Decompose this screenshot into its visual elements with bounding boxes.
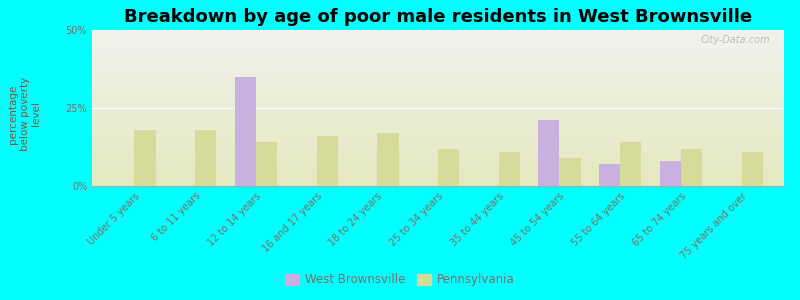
Bar [538,121,559,186]
Bar [438,148,459,186]
Bar [234,77,256,186]
Bar [742,152,762,186]
Bar [134,130,156,186]
Bar [559,158,581,186]
Bar [378,133,398,186]
Bar [599,164,620,186]
Title: Breakdown by age of poor male residents in West Brownsville: Breakdown by age of poor male residents … [124,8,752,26]
Bar [256,142,277,186]
Bar [659,161,681,186]
Legend: West Brownsville, Pennsylvania: West Brownsville, Pennsylvania [280,269,520,291]
Text: City-Data.com: City-Data.com [701,35,770,45]
Bar [681,148,702,186]
Bar [317,136,338,186]
Bar [620,142,642,186]
Bar [498,152,520,186]
Text: percentage
below poverty
level: percentage below poverty level [8,77,42,151]
Bar [195,130,217,186]
